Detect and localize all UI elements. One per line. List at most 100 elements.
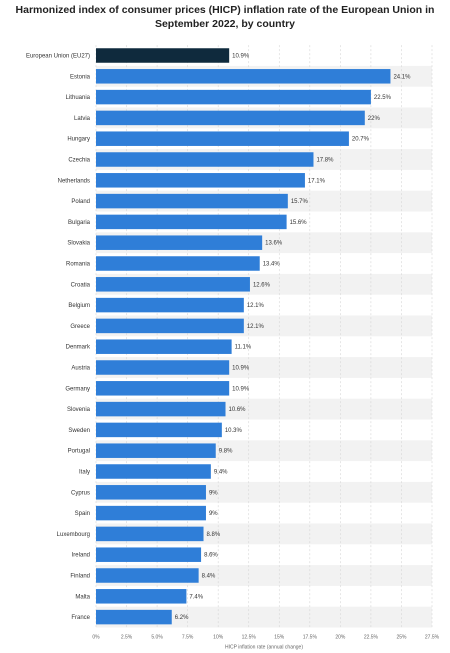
category-label: Germany — [65, 386, 90, 392]
x-tick-label: 5.0% — [151, 635, 163, 641]
value-label: 15.7% — [291, 199, 309, 205]
bar — [96, 589, 187, 604]
x-axis-ticks: 0% 2.5% 5.0% 7.5% 10% 12.5% 15% 17.5% 20% 22.5% 25… — [92, 635, 439, 641]
value-label: 10.6% — [229, 407, 247, 413]
bar — [96, 360, 230, 375]
chart-title: Harmonized index of consumer prices (HIC… — [15, 4, 435, 30]
value-label: 12.1% — [247, 324, 265, 330]
category-label: Austria — [71, 366, 90, 372]
value-label: 10.9% — [232, 366, 250, 372]
bar — [96, 235, 263, 250]
value-label: 10.9% — [232, 54, 250, 60]
category-label: Czechia — [68, 158, 90, 164]
category-label: Slovakia — [67, 241, 90, 247]
category-label: Netherlands — [58, 178, 90, 184]
value-label: 20.7% — [352, 137, 370, 143]
category-labels: European Union (EU27) Estonia Lithuania Lat… — [26, 54, 91, 622]
bar — [96, 152, 314, 167]
value-label: 22.5% — [374, 95, 392, 101]
value-label: 9.4% — [214, 470, 228, 476]
bar — [96, 401, 226, 417]
category-label: Hungary — [67, 137, 90, 143]
bar — [96, 318, 244, 334]
value-label: 24.1% — [393, 74, 411, 80]
x-tick-label: 10% — [213, 635, 224, 641]
bar — [96, 256, 260, 271]
value-label: 8.8% — [207, 532, 221, 538]
category-label: European Union (EU27) — [26, 54, 90, 60]
value-label: 9% — [209, 490, 218, 496]
x-tick-label: 20% — [335, 635, 346, 641]
value-label: 13.6% — [265, 241, 283, 247]
x-tick-label: 0% — [92, 635, 100, 641]
category-label: Romania — [66, 262, 91, 268]
value-label: 17.8% — [316, 158, 334, 164]
value-label: 17.1% — [308, 178, 326, 184]
value-label: 15.6% — [290, 220, 308, 226]
bar — [96, 89, 371, 105]
bar — [96, 464, 211, 479]
x-tick-label: 25% — [396, 635, 407, 641]
category-label: Poland — [71, 199, 90, 205]
x-tick-label: 2.5% — [121, 635, 133, 641]
value-label: 12.6% — [253, 282, 271, 288]
bar — [96, 609, 172, 625]
category-label: Belgium — [68, 303, 90, 309]
value-label: 6.2% — [175, 615, 189, 621]
bar — [96, 526, 204, 542]
value-label: 8.6% — [204, 553, 218, 559]
x-tick-label: 22.5% — [364, 635, 379, 641]
value-label: 11.1% — [235, 345, 252, 351]
category-label: Luxembourg — [57, 532, 90, 538]
x-tick-label: 27.5% — [425, 635, 440, 641]
bar — [96, 422, 222, 438]
x-tick-label: 17.5% — [303, 635, 318, 641]
category-label: Italy — [79, 470, 90, 476]
bar — [96, 214, 287, 230]
x-tick-label: 12.5% — [242, 635, 257, 641]
bars — [96, 48, 391, 625]
x-axis-title: HICP inflation rate (annual change) — [225, 645, 303, 651]
category-label: Greece — [70, 324, 90, 330]
bar — [96, 173, 305, 188]
category-label: Spain — [75, 511, 90, 517]
row-band — [96, 606, 432, 628]
bar — [96, 505, 206, 521]
bar — [96, 110, 365, 126]
category-label: France — [71, 615, 90, 621]
bar — [96, 568, 199, 583]
category-label: Estonia — [70, 74, 91, 80]
bar — [96, 131, 349, 146]
value-label: 22% — [368, 116, 381, 122]
bar — [96, 485, 206, 500]
value-label: 7.4% — [189, 594, 203, 600]
value-label: 8.4% — [202, 574, 216, 580]
category-label: Cyprus — [71, 490, 90, 496]
category-label: Latvia — [74, 116, 91, 122]
bar — [96, 443, 216, 458]
bar — [96, 48, 230, 63]
category-label: Sweden — [68, 428, 90, 434]
value-label: 13.4% — [263, 262, 281, 268]
bar — [96, 547, 202, 562]
bar — [96, 277, 250, 292]
category-label: Croatia — [71, 282, 91, 288]
value-label: 10.9% — [232, 386, 250, 392]
bar — [96, 339, 232, 354]
value-label: 12.1% — [247, 303, 265, 309]
value-label: 9% — [209, 511, 218, 517]
category-label: Bulgaria — [68, 220, 91, 226]
bar — [96, 69, 391, 84]
category-label: Denmark — [66, 345, 91, 351]
category-label: Malta — [75, 594, 90, 600]
bar — [96, 193, 288, 209]
category-label: Slovenia — [67, 407, 91, 413]
x-tick-label: 15% — [274, 635, 285, 641]
value-label: 9.8% — [219, 449, 233, 455]
category-label: Ireland — [72, 553, 90, 559]
category-label: Finland — [70, 574, 90, 580]
bar — [96, 297, 244, 313]
value-labels: 10.9% 24.1% 22.5% 22% 20.7% 17.8% 17.1% 15.7% 15… — [175, 54, 411, 622]
